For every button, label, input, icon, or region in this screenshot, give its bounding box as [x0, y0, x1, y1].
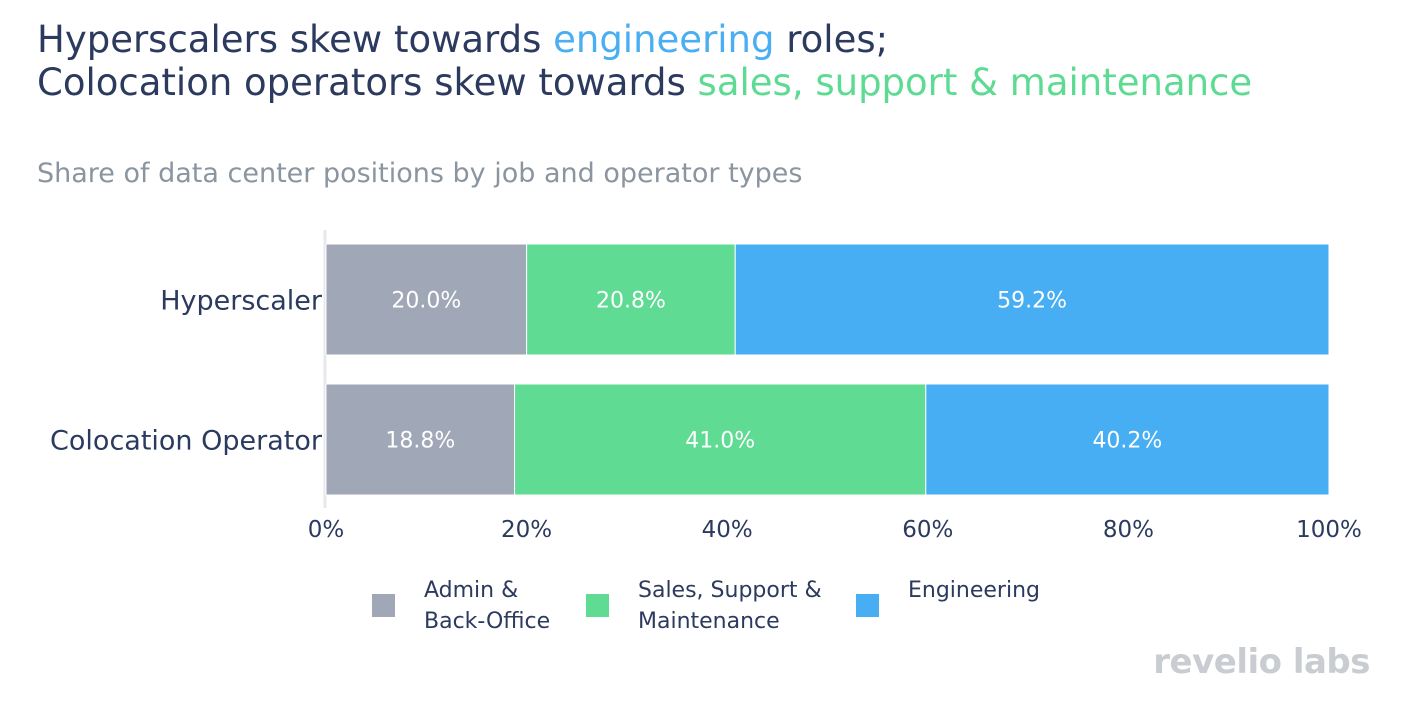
legend-label-line: Back-Office: [424, 609, 551, 634]
legend-label-line: Maintenance: [638, 609, 780, 634]
legend-swatch-engineering: [856, 594, 879, 617]
data-label: 20.8%: [596, 289, 666, 314]
bar-segment: [325, 383, 516, 496]
x-tick-label: 80%: [1103, 517, 1154, 543]
title-highlight-sales: sales, support & maintenance: [697, 61, 1253, 104]
chart-subtitle: Share of data center positions by job an…: [37, 158, 803, 189]
chart-title-line-1: Hyperscalers skew towards engineering ro…: [37, 18, 888, 62]
legend-label-line: Engineering: [908, 578, 1040, 603]
bar-segment: [514, 383, 927, 496]
bar-segment: [734, 243, 1330, 356]
legend-label-engineering: Engineering: [908, 575, 1040, 606]
data-label: 59.2%: [997, 289, 1067, 314]
data-label: 41.0%: [685, 429, 755, 454]
legend-label-sales: Sales, Support & Maintenance: [638, 575, 822, 637]
x-tick-label: 60%: [902, 517, 953, 543]
legend-swatch-admin: [372, 594, 395, 617]
chart-title-line-2: Colocation operators skew towards sales,…: [37, 61, 1252, 105]
x-tick-label: 100%: [1296, 517, 1362, 543]
title-text: Colocation operators skew towards: [37, 61, 698, 104]
category-label: Colocation Operator: [50, 426, 323, 457]
brand-logo: revelio labs: [1153, 642, 1370, 682]
category-label: Hyperscaler: [160, 286, 323, 317]
bar-segment: [526, 243, 736, 356]
data-label: 18.8%: [385, 429, 455, 454]
bar-segment: [925, 383, 1330, 496]
legend-label-line: Sales, Support &: [638, 578, 822, 603]
title-highlight-engineering: engineering: [553, 18, 775, 61]
bar-segment: [325, 243, 528, 356]
legend-label-admin: Admin & Back-Office: [424, 575, 550, 637]
title-text: Hyperscalers skew towards: [37, 18, 554, 61]
legend-label-line: Admin &: [424, 578, 519, 603]
legend-swatch-sales: [586, 594, 609, 617]
data-label: 20.0%: [391, 289, 461, 314]
x-tick-label: 40%: [702, 517, 753, 543]
title-text: roles;: [774, 18, 889, 61]
x-tick-label: 0%: [308, 517, 345, 543]
x-tick-label: 20%: [501, 517, 552, 543]
data-label: 40.2%: [1092, 429, 1162, 454]
